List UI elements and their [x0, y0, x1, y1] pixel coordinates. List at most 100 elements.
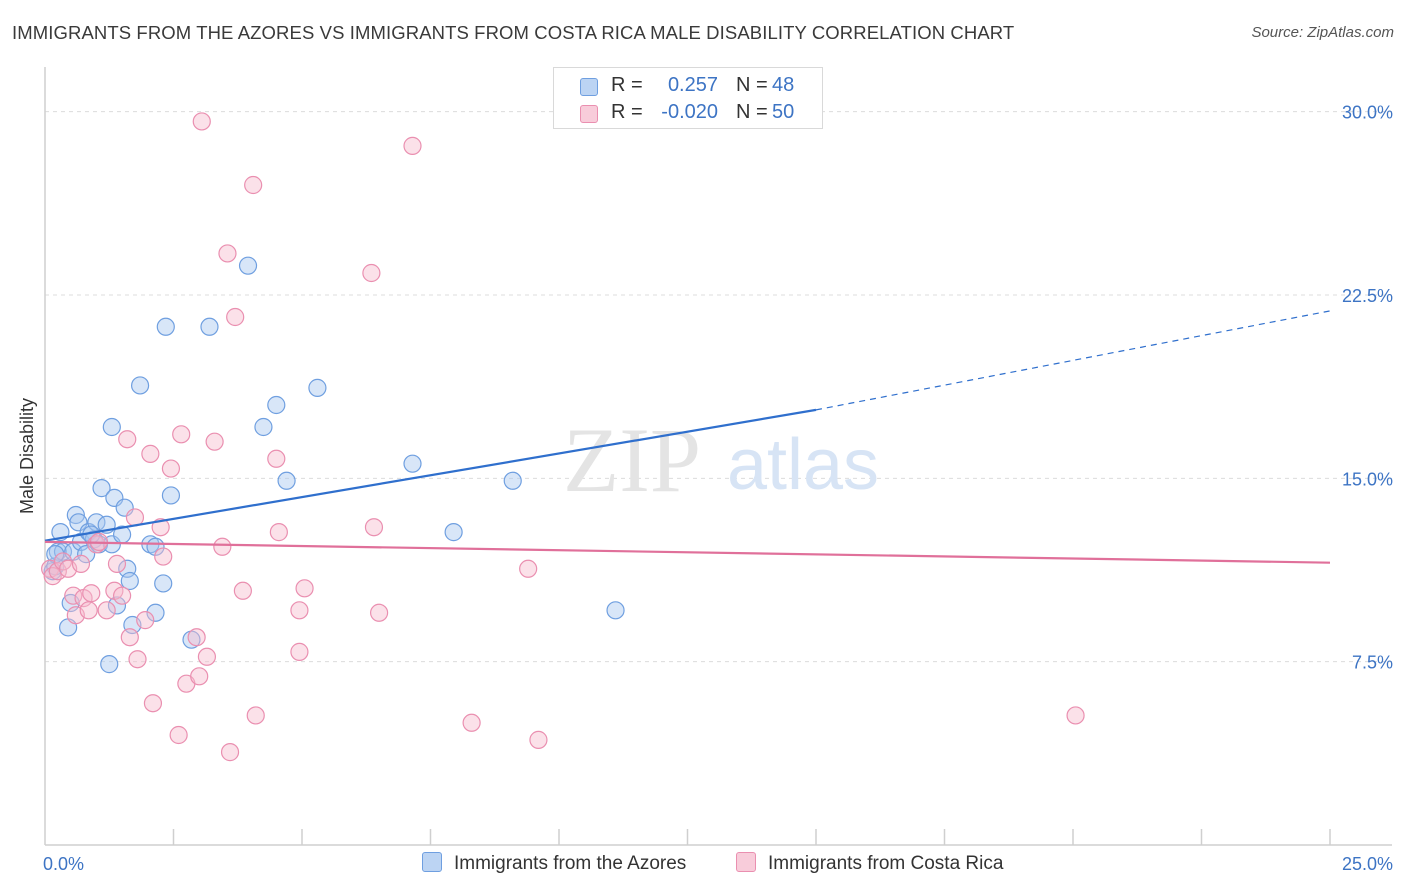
costa-rica-point	[71, 554, 91, 573]
azores-point	[102, 417, 121, 437]
costa-rica-point	[290, 642, 309, 661]
y-tick-label: 15.0%	[1342, 469, 1393, 489]
correlation-legend: R = 0.257 N = 48 R = -0.020 N = 50	[553, 67, 823, 129]
azores-legend-label: Immigrants from the Azores	[454, 853, 687, 874]
costa-rica-trend-line	[44, 540, 1331, 564]
costa-rica-point	[190, 667, 209, 686]
legend-item-costa-rica[interactable]: Immigrants from Costa Rica	[736, 852, 1003, 875]
costa-rica-point	[226, 307, 245, 327]
costa-rica-point	[213, 537, 232, 556]
tick-labels: 7.5% 15.0% 22.5% 30.0% 0.0% 25.0%	[43, 103, 1393, 874]
costa-rica-point	[79, 601, 98, 620]
azores-point	[308, 378, 327, 397]
azores-point	[200, 317, 219, 336]
y-tick-label: 30.0%	[1342, 103, 1393, 123]
costa-rica-point	[370, 603, 389, 622]
x-tick-label: 0.0%	[43, 854, 84, 874]
watermark-atlas: atlas	[727, 425, 879, 505]
r-value: 0.257	[667, 74, 718, 96]
costa-rica-swatch	[580, 105, 598, 123]
azores-point	[107, 596, 127, 615]
azores-point	[606, 601, 625, 620]
costa-rica-point	[267, 449, 286, 468]
costa-rica-point	[519, 559, 538, 578]
costa-rica-point	[97, 601, 116, 620]
costa-rica-point	[362, 263, 381, 283]
costa-rica-point	[187, 628, 206, 647]
azores-point	[130, 376, 150, 395]
axes	[44, 67, 1392, 846]
data-points	[41, 112, 1085, 762]
costa-rica-point	[233, 581, 252, 600]
n-label: N =	[736, 74, 768, 96]
costa-rica-point	[220, 743, 240, 762]
azores-swatch	[580, 78, 598, 96]
azores-point	[238, 256, 258, 275]
azores-point	[403, 454, 422, 473]
azores-point	[100, 655, 119, 674]
azores-point	[92, 479, 111, 498]
costa-rica-point	[205, 432, 224, 451]
azores-point	[503, 471, 522, 490]
costa-rica-point	[154, 547, 173, 566]
azores-point	[444, 523, 463, 542]
costa-rica-point	[136, 611, 155, 630]
azores-trend-line	[44, 408, 817, 542]
n-value: 50	[772, 101, 795, 123]
azores-trend-extension	[815, 310, 1331, 411]
costa-rica-point	[295, 579, 314, 598]
chart-title: IMMIGRANTS FROM THE AZORES VS IMMIGRANTS…	[12, 22, 1015, 43]
costa-rica-point	[403, 136, 422, 155]
azores-legend-swatch	[422, 852, 442, 872]
azores-point	[254, 417, 273, 437]
costa-rica-point	[172, 425, 191, 444]
trend-lines	[44, 310, 1331, 564]
costa-rica-point	[43, 567, 62, 586]
y-tick-label: 22.5%	[1342, 286, 1393, 306]
costa-rica-point	[120, 628, 139, 647]
r-label: R =	[611, 101, 643, 123]
costa-rica-point	[364, 518, 384, 537]
legend-row-costa-rica: R = -0.020 N = 50	[554, 101, 822, 127]
costa-rica-point	[143, 694, 163, 713]
costa-rica-point	[290, 601, 309, 620]
costa-rica-point	[1066, 706, 1085, 725]
azores-point	[146, 603, 165, 622]
costa-rica-point	[112, 586, 132, 605]
costa-rica-point	[169, 725, 188, 745]
y-axis-label: Male Disability	[17, 398, 37, 514]
r-value: -0.020	[661, 101, 718, 123]
costa-rica-legend-swatch	[736, 852, 756, 872]
azores-point	[161, 486, 181, 505]
azores-point	[277, 471, 296, 490]
source-label: Source: ZipAtlas.com	[1251, 24, 1394, 41]
azores-point	[154, 574, 173, 593]
n-label: N =	[736, 101, 768, 123]
costa-rica-point	[161, 459, 181, 478]
costa-rica-point	[107, 554, 127, 573]
costa-rica-point	[244, 175, 263, 195]
r-label: R =	[611, 74, 643, 96]
x-tick-label: 25.0%	[1342, 854, 1393, 874]
y-tick-label: 7.5%	[1352, 653, 1393, 673]
costa-rica-point	[246, 706, 265, 725]
grid-lines	[45, 111, 1392, 663]
legend-row-azores: R = 0.257 N = 48	[554, 74, 822, 100]
costa-rica-point	[87, 535, 106, 554]
azores-point	[120, 571, 139, 591]
costa-rica-point	[462, 713, 481, 732]
azores-point	[66, 505, 85, 525]
azores-point	[156, 317, 175, 336]
costa-rica-point	[218, 244, 237, 263]
azores-point	[267, 395, 286, 415]
costa-rica-point	[269, 523, 288, 542]
costa-rica-point	[82, 584, 101, 603]
costa-rica-point	[128, 650, 147, 669]
costa-rica-legend-label: Immigrants from Costa Rica	[768, 853, 1004, 874]
costa-rica-point	[529, 730, 548, 749]
costa-rica-point	[118, 430, 137, 449]
legend-item-azores[interactable]: Immigrants from the Azores	[422, 852, 686, 875]
watermark-zip: ZIP	[563, 409, 701, 511]
costa-rica-point	[192, 112, 211, 131]
